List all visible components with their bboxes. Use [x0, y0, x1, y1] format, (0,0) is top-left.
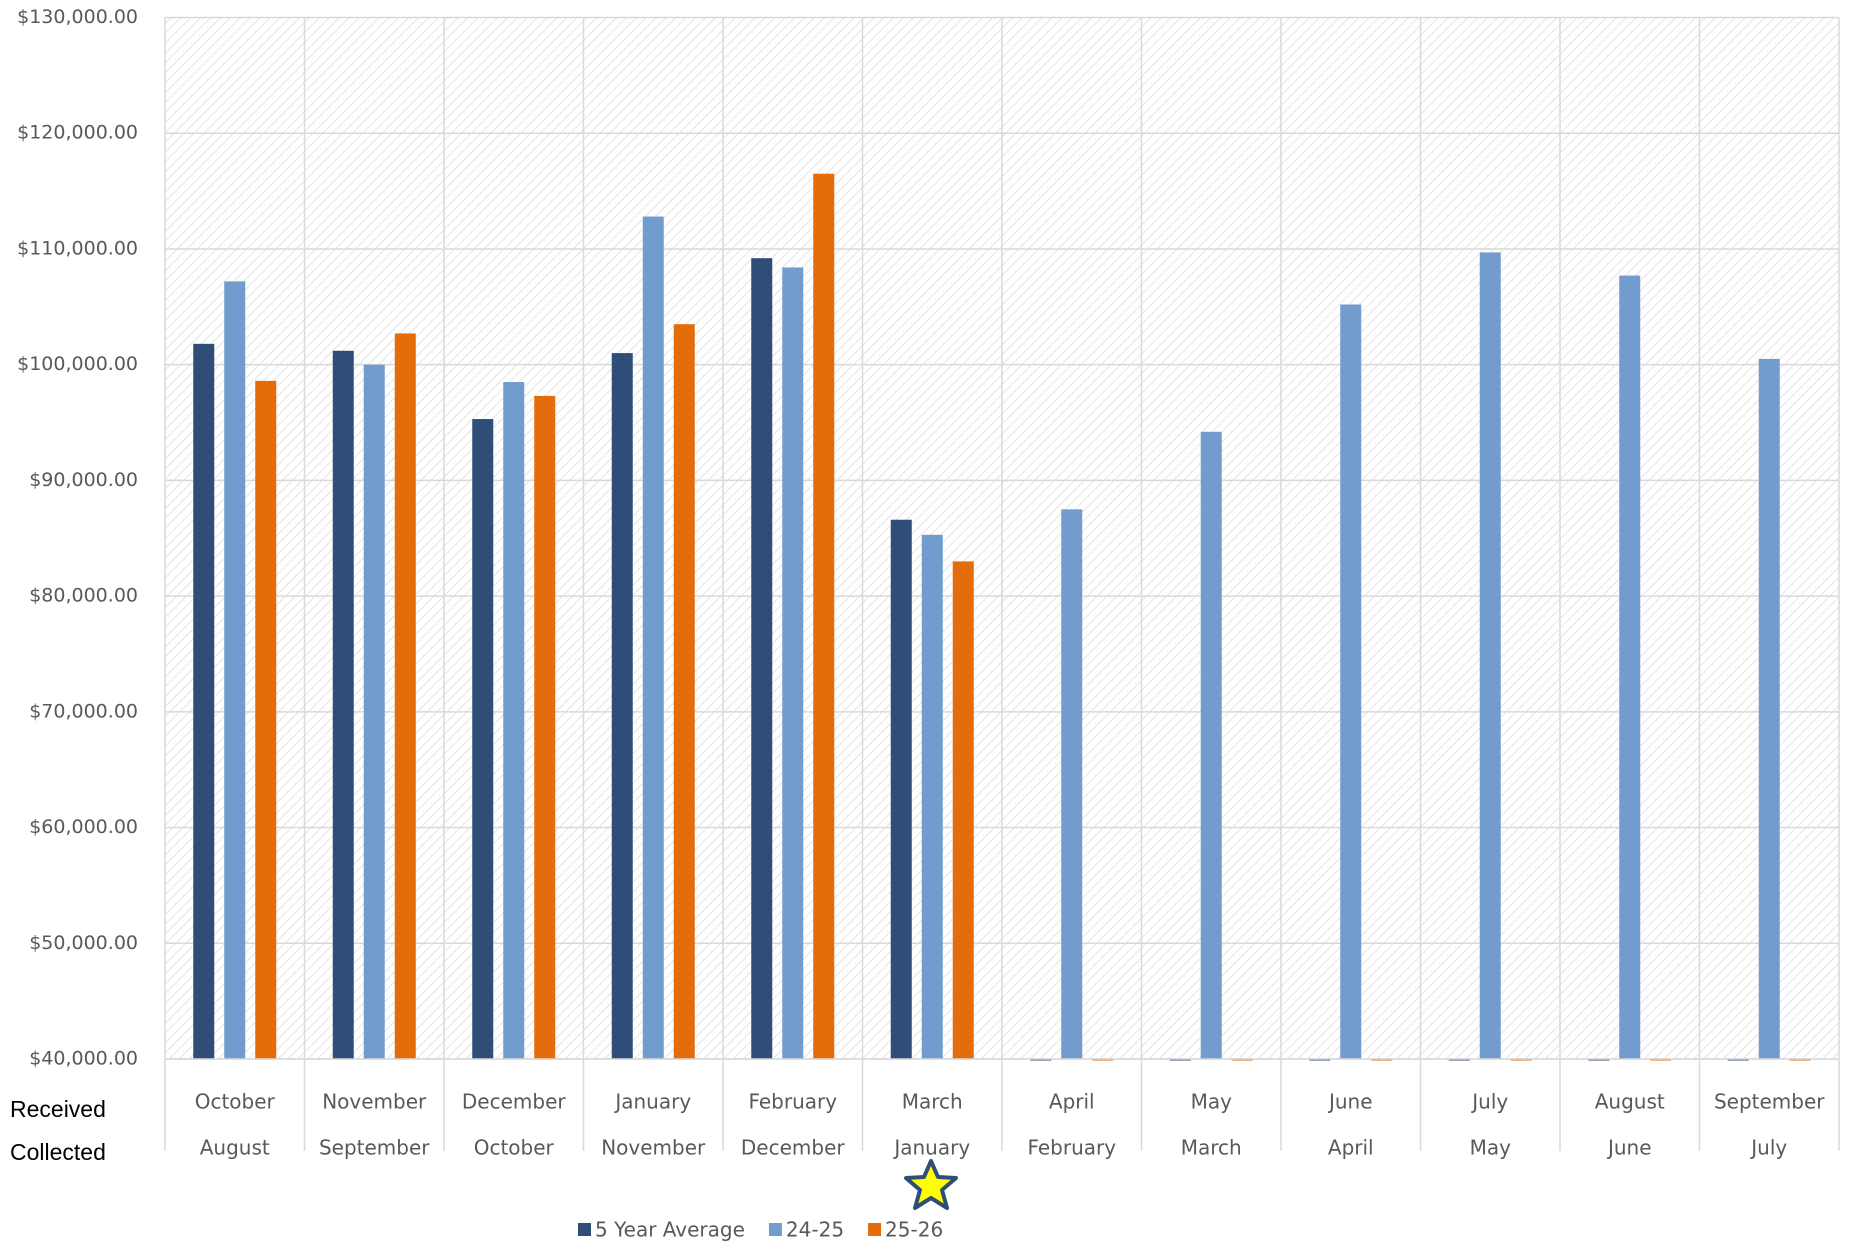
legend-label: 24-25 [786, 1218, 844, 1242]
y-tick-label: $40,000.00 [29, 1048, 138, 1070]
x-tick-label: March [902, 1090, 963, 1114]
y-tick-label: $120,000.00 [17, 122, 138, 144]
bar [673, 324, 695, 1059]
bar [534, 395, 556, 1060]
bar [255, 380, 277, 1059]
bar [1619, 275, 1641, 1059]
y-tick-label: $70,000.00 [29, 700, 138, 722]
row-label: Received [10, 1096, 106, 1122]
x-tick-sublabel: October [474, 1136, 555, 1160]
legend-swatch [768, 1223, 782, 1236]
x-tick-sublabel: February [1027, 1136, 1116, 1160]
x-tick-label: August [1595, 1090, 1665, 1114]
x-tick-label: April [1049, 1090, 1095, 1114]
bar [813, 173, 835, 1060]
x-tick-sublabel: March [1181, 1136, 1242, 1160]
bar [503, 382, 525, 1059]
x-tick-label: September [1714, 1090, 1825, 1114]
bar [1200, 431, 1222, 1060]
y-tick-label: $60,000.00 [29, 816, 138, 838]
bar [363, 364, 385, 1060]
bar [751, 258, 773, 1059]
x-tick-label: June [1327, 1090, 1373, 1114]
y-tick-label: $50,000.00 [29, 932, 138, 954]
bar [611, 353, 633, 1059]
bar [921, 534, 943, 1059]
bars [193, 173, 1811, 1061]
y-tick-label: $130,000.00 [17, 6, 138, 28]
bar [394, 333, 416, 1060]
bar [224, 281, 246, 1059]
bar [1479, 252, 1501, 1059]
x-tick-label: December [462, 1090, 566, 1114]
bar [890, 519, 912, 1059]
bar [642, 216, 664, 1059]
bar [782, 267, 804, 1060]
x-tick-label: May [1191, 1090, 1233, 1114]
legend-swatch [578, 1223, 591, 1236]
x-tick-sublabel: July [1749, 1136, 1787, 1160]
row-label: Collected [10, 1139, 106, 1165]
x-tick-sublabel: April [1328, 1136, 1374, 1160]
legend-label: 5 Year Average [595, 1218, 745, 1242]
x-tick-sublabel: September [319, 1136, 430, 1160]
bar [1758, 358, 1780, 1059]
bar [952, 561, 974, 1059]
x-tick-sublabel: January [892, 1136, 970, 1160]
bar [193, 343, 215, 1059]
legend-label: 25-26 [885, 1218, 943, 1242]
legend-swatch [868, 1223, 882, 1236]
y-tick-label: $90,000.00 [29, 469, 138, 491]
x-tick-label: July [1470, 1090, 1508, 1114]
bar [1061, 509, 1083, 1059]
x-tick-sublabel: November [601, 1136, 706, 1160]
bar [1340, 304, 1362, 1060]
bar [472, 419, 494, 1059]
x-tick-label: February [748, 1090, 837, 1114]
x-tick-sublabel: May [1470, 1136, 1512, 1160]
x-tick-sublabel: June [1606, 1136, 1652, 1160]
y-tick-label: $100,000.00 [17, 353, 138, 375]
y-tick-label: $110,000.00 [17, 237, 138, 259]
bar [332, 350, 354, 1059]
x-tick-sublabel: December [741, 1136, 845, 1160]
y-tick-label: $80,000.00 [29, 585, 138, 607]
x-tick-label: November [322, 1090, 427, 1114]
star-marker [904, 1159, 958, 1210]
x-tick-label: January [613, 1090, 691, 1114]
x-tick-sublabel: August [200, 1136, 270, 1160]
x-tick-label: October [195, 1090, 276, 1114]
